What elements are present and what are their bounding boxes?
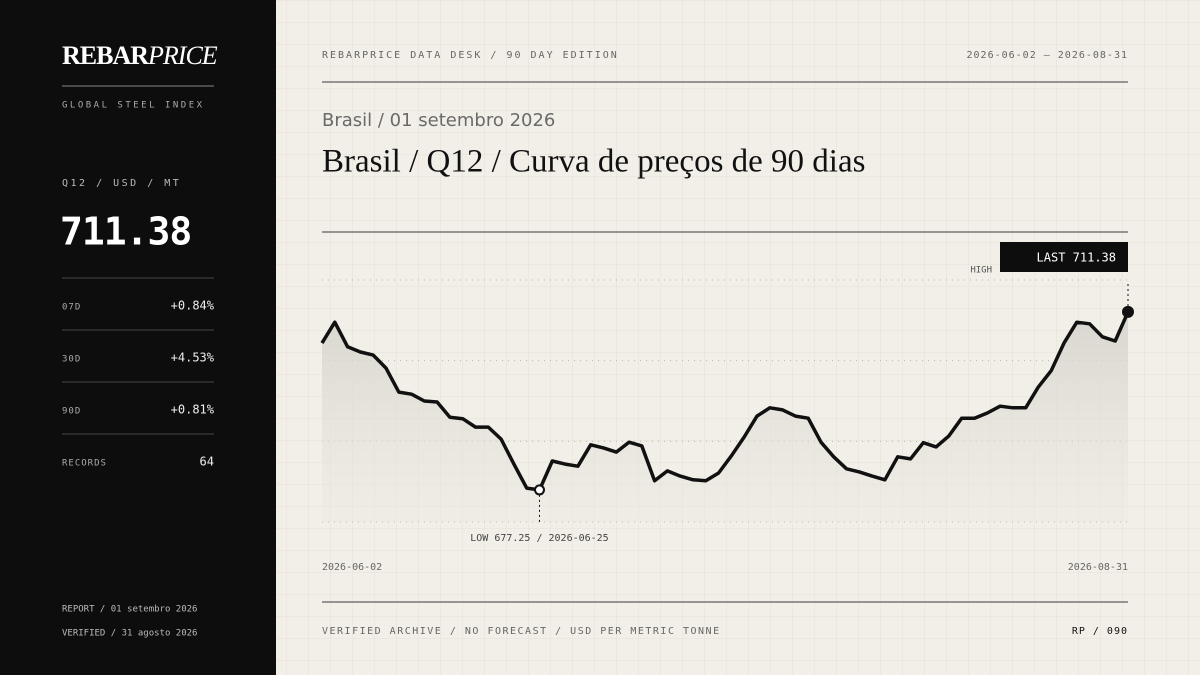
footer-code: RP / 090 (1072, 626, 1128, 637)
stats: 07D +0.84% 30D +4.53% 90D +0.81% RECORDS 64 (62, 277, 215, 469)
brand-bold: REBAR (62, 41, 149, 70)
stat-value: +4.53% (171, 351, 215, 365)
last-marker (1122, 305, 1134, 318)
last-label: LAST 711.38 (1037, 251, 1116, 265)
stat-value: +0.84% (171, 299, 215, 313)
stat-label: 90D (62, 407, 81, 417)
sidebar (0, 0, 276, 675)
low-label: LOW 677.25 / 2026-06-25 (470, 533, 608, 544)
stat-value: +0.81% (171, 403, 215, 417)
verified-date: VERIFIED / 31 agosto 2026 (62, 629, 197, 639)
price-line (320, 311, 1130, 492)
title: Brasil / Q12 / Curva de preços de 90 dia… (322, 144, 865, 180)
stat-label: 07D (62, 303, 81, 313)
last-badge (1000, 242, 1128, 272)
x-start-label: 2026-06-02 (322, 562, 382, 573)
brand: REBARPRICE (62, 41, 218, 70)
instrument: Q12 / USD / MT (62, 178, 181, 189)
stat-label: RECORDS (62, 459, 107, 469)
subtitle: Brasil / 01 setembro 2026 (322, 110, 555, 131)
low-marker (533, 484, 545, 496)
footer-note: VERIFIED ARCHIVE / NO FORECAST / USD PER… (322, 626, 721, 637)
edition: REBARPRICE DATA DESK / 90 DAY EDITION (322, 50, 619, 61)
stat-value: 64 (200, 455, 214, 469)
x-end-label: 2026-08-31 (1068, 562, 1128, 573)
high-label: HIGH (970, 266, 992, 276)
tagline: GLOBAL STEEL INDEX (62, 101, 205, 111)
chart: LOW 677.25 / 2026-06-25 HIGH LAST 711.38 20… (320, 242, 1134, 573)
report-date: REPORT / 01 setembro 2026 (62, 605, 197, 615)
main-grid (276, 0, 1200, 675)
area (322, 311, 1128, 522)
price: 711.38 (60, 210, 191, 254)
stat-label: 30D (62, 355, 81, 365)
brand-italic: PRICE (147, 41, 218, 70)
date-range: 2026-06-02 — 2026-08-31 (967, 50, 1128, 61)
